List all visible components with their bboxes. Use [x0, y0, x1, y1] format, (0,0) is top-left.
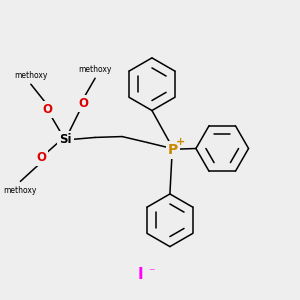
Text: Si: Si: [59, 133, 71, 146]
Text: O: O: [36, 151, 46, 164]
Text: methoxy: methoxy: [78, 65, 112, 74]
Text: methoxy: methoxy: [14, 71, 47, 80]
Text: I: I: [137, 267, 143, 282]
Text: ⁻: ⁻: [148, 266, 155, 279]
Text: O: O: [42, 103, 52, 116]
Text: methoxy: methoxy: [4, 186, 37, 195]
Text: P: P: [168, 143, 178, 157]
Text: +: +: [176, 137, 185, 147]
Text: O: O: [78, 97, 88, 110]
